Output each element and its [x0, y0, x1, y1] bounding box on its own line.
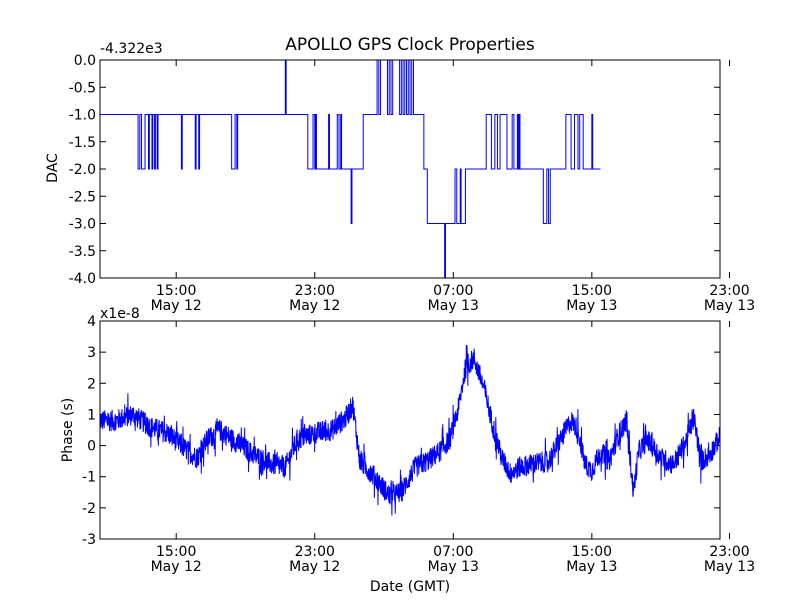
y-tick-label: -3 [82, 532, 96, 548]
dac-plot-frame [99, 59, 721, 279]
x-tick-time: 23:00 [709, 544, 749, 560]
x-tick-time: 15:00 [156, 283, 196, 299]
phase-chart: x1e-8 Phase (s) Date (GMT) 4 3 2 1 0 -1 -2 -3 1… [60, 306, 755, 595]
y-tick-label: -1.0 [69, 108, 96, 124]
x-tick-date: May 13 [428, 559, 479, 575]
y-tick-label: 1 [87, 407, 96, 423]
x-tick-date: May 12 [289, 298, 340, 314]
x-tick-time: 15:00 [572, 283, 612, 299]
phase-offset-label: x1e-8 [100, 306, 140, 322]
x-tick-time: 23:00 [709, 283, 749, 299]
x-tick-date: May 13 [704, 298, 755, 314]
y-tick-label: 2 [87, 376, 96, 392]
dac-chart: APOLLO GPS Clock Properties -4.322e3 DAC… [45, 35, 755, 314]
y-tick-label: -1 [82, 470, 96, 486]
y-tick-label: 3 [87, 345, 96, 361]
y-tick-label: -3.5 [69, 244, 96, 260]
y-tick-label: -1.5 [69, 135, 96, 151]
phase-y-axis-label: Phase (s) [60, 398, 76, 462]
phase-y-ticks: 4 3 2 1 0 -1 -2 -3 [82, 314, 720, 548]
x-tick-time: 15:00 [156, 544, 196, 560]
y-tick-label: -2 [82, 501, 96, 517]
y-tick-label: 0.0 [74, 53, 96, 69]
chart-title: APOLLO GPS Clock Properties [285, 35, 535, 55]
phase-x-axis-label: Date (GMT) [370, 579, 450, 595]
dac-offset-label: -4.322e3 [100, 41, 163, 57]
dac-y-axis-label: DAC [45, 153, 61, 183]
phase-series-line [100, 344, 720, 516]
dac-y-ticks: 0.0 -0.5 -1.0 -1.5 -2.0 -2.5 -3.0 -3.5 -4.0 [69, 53, 720, 287]
y-tick-label: -3.0 [69, 217, 96, 233]
x-tick-date: May 13 [566, 298, 617, 314]
y-tick-label: -4.0 [69, 271, 96, 287]
y-tick-label: 4 [87, 314, 96, 330]
x-tick-date: May 12 [151, 298, 202, 314]
y-tick-label: -2.5 [69, 189, 96, 205]
x-tick-time: 15:00 [572, 544, 612, 560]
phase-plot-frame [99, 320, 721, 540]
x-tick-time: 07:00 [433, 283, 473, 299]
x-tick-date: May 13 [704, 559, 755, 575]
x-tick-date: May 13 [428, 298, 479, 314]
x-tick-date: May 12 [151, 559, 202, 575]
dac-series-line [100, 60, 601, 278]
x-tick-date: May 13 [566, 559, 617, 575]
y-tick-label: -2.0 [69, 162, 96, 178]
x-tick-time: 23:00 [295, 283, 335, 299]
y-tick-label: 0 [87, 439, 96, 455]
y-tick-label: -0.5 [69, 80, 96, 96]
x-tick-date: May 12 [289, 559, 340, 575]
x-tick-time: 07:00 [433, 544, 473, 560]
x-tick-time: 23:00 [295, 544, 335, 560]
